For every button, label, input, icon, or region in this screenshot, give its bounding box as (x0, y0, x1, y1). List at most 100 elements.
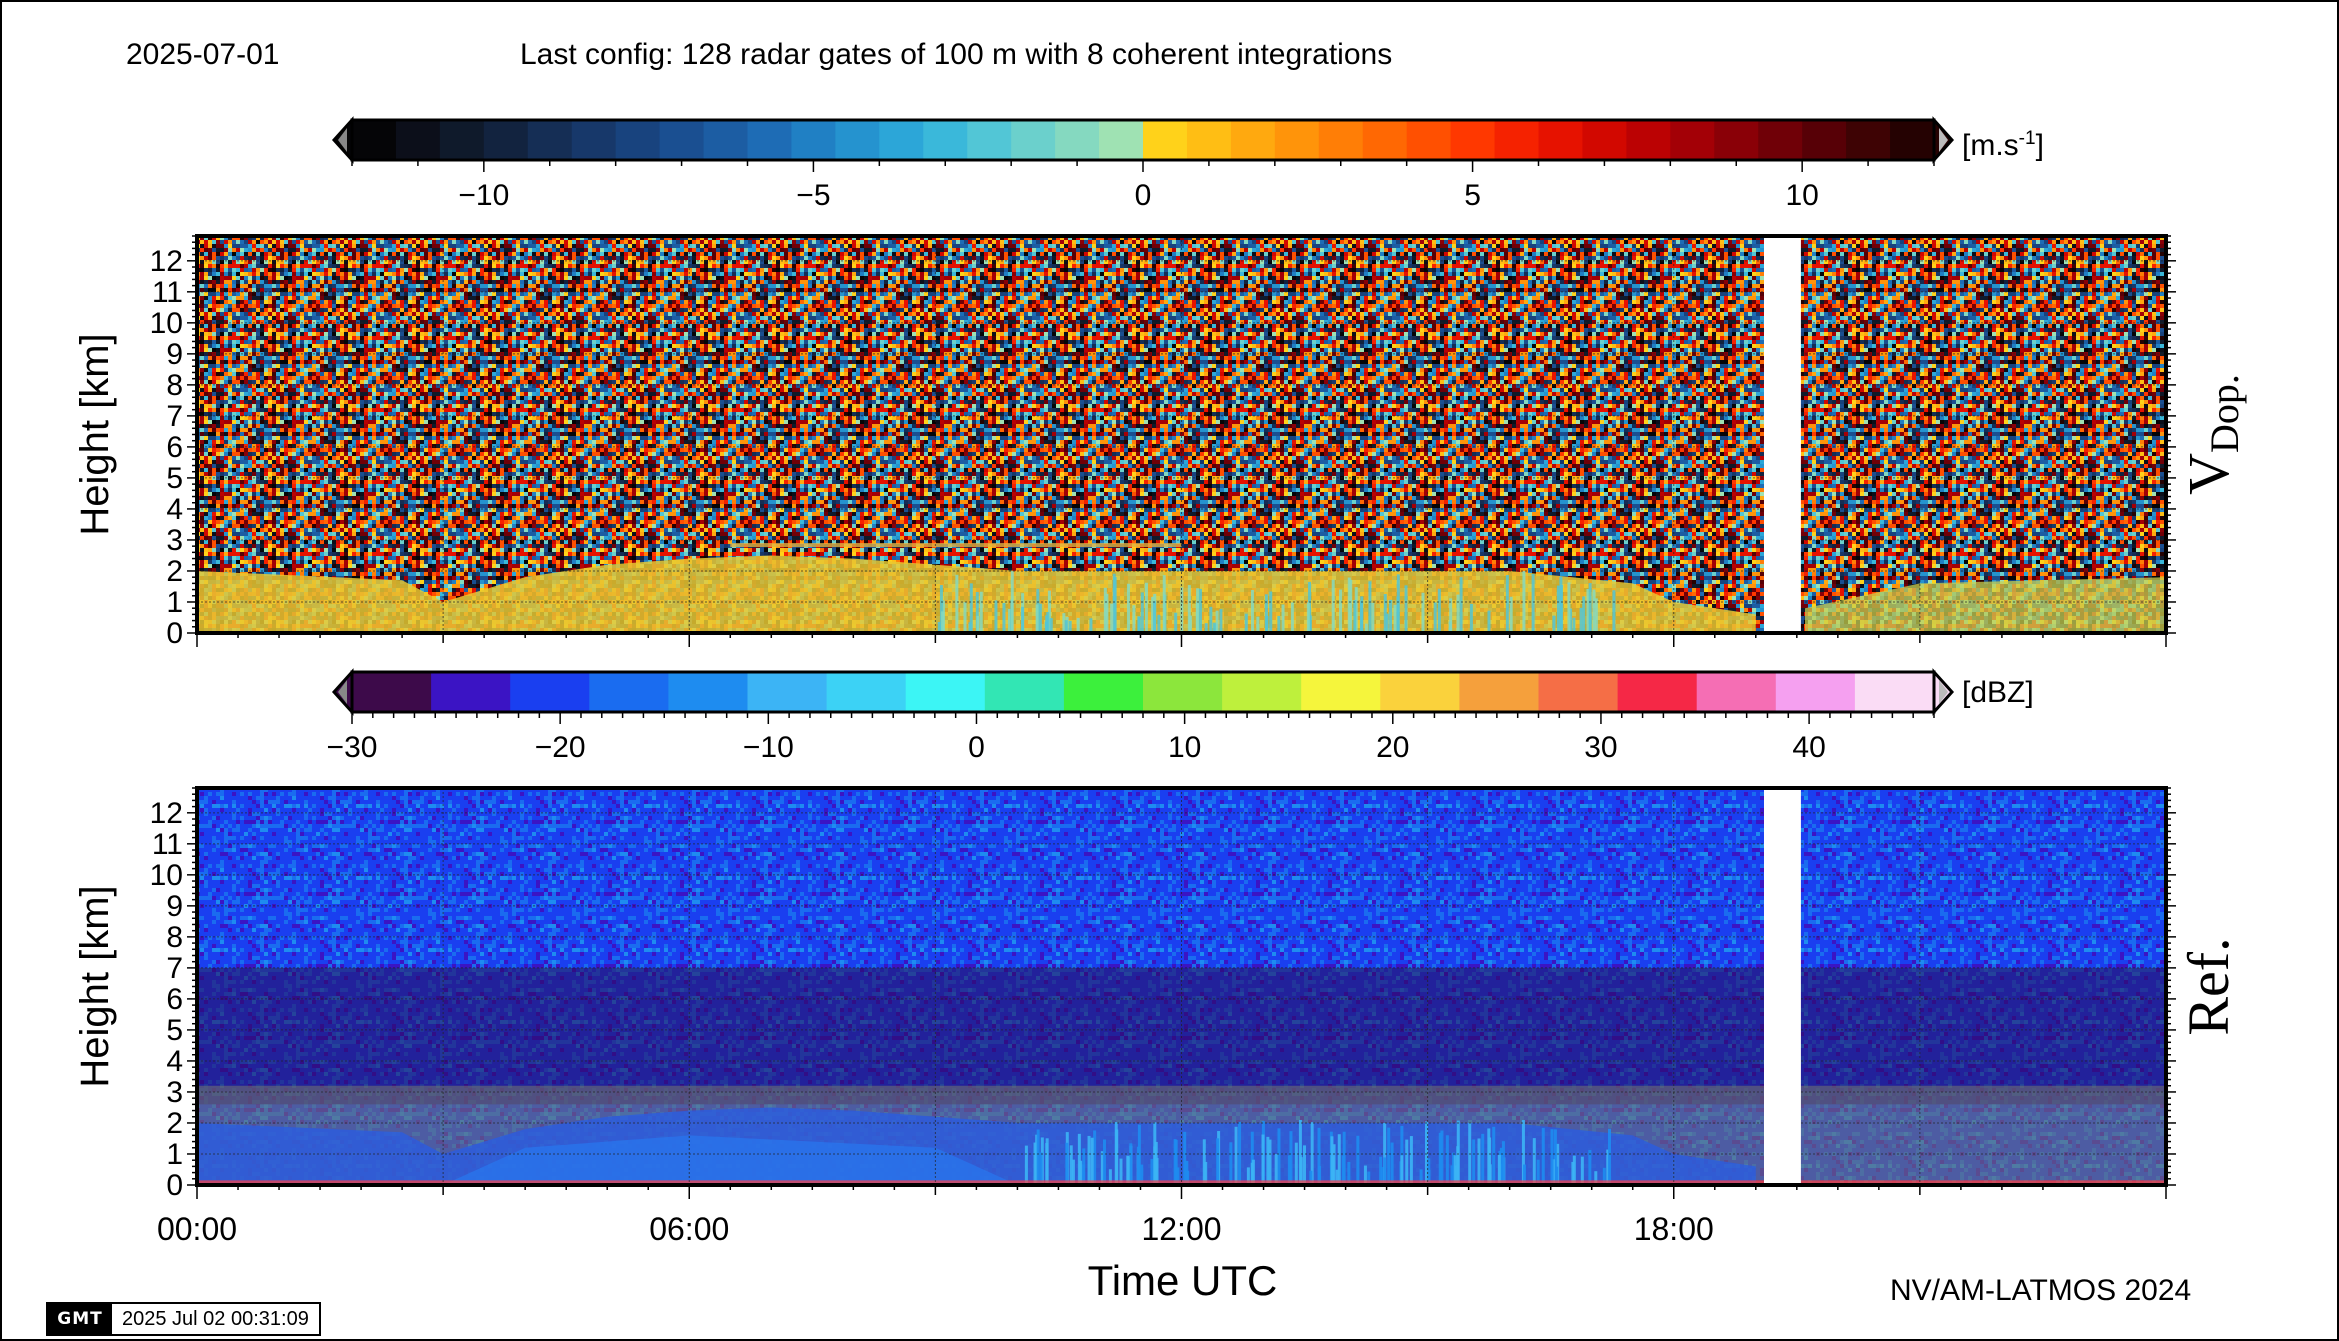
convective-plume (1047, 590, 1051, 633)
convective-plume (1389, 599, 1393, 633)
convective-plume (1204, 1161, 1208, 1185)
colorbar-segment (352, 672, 432, 712)
colorbar-segment (1011, 120, 1056, 160)
convective-plume (1033, 1142, 1037, 1185)
convective-plume (1612, 590, 1616, 633)
convective-plume (1497, 1154, 1501, 1185)
convective-plume (1256, 616, 1260, 633)
convective-plume (1347, 577, 1351, 633)
convective-plume (1396, 596, 1400, 633)
convective-plume (1306, 602, 1310, 633)
colorbar-segment (668, 672, 749, 712)
convective-plume (1608, 1128, 1612, 1185)
convective-plume (1176, 1167, 1180, 1185)
velocity-unit-label: [m.s-1] (1962, 128, 2044, 163)
convective-plume (1341, 1155, 1345, 1185)
colorbar-segment (1055, 120, 1100, 160)
colorbar-segment (431, 672, 511, 712)
heatmap-background (197, 236, 2166, 633)
convective-plume (1567, 582, 1571, 633)
x-tick-label: 18:00 (1634, 1211, 1714, 1247)
y-tick-label: 6 (166, 983, 183, 1016)
gmt-logo: GMT (48, 1304, 112, 1334)
convective-plume (1449, 598, 1453, 633)
convective-plume (1244, 613, 1248, 633)
colorbar-segment (395, 120, 441, 160)
convective-plume (1264, 594, 1268, 633)
colorbar-segment (1186, 120, 1232, 160)
convective-plume (1531, 573, 1535, 633)
convective-plume (1317, 1127, 1321, 1185)
convective-plume (1274, 1154, 1278, 1185)
convective-plume (1553, 1129, 1557, 1185)
convective-plume (1038, 603, 1042, 633)
convective-plume (1487, 1128, 1491, 1185)
colorbar-segment (1846, 120, 1891, 160)
convective-plume (1151, 596, 1155, 633)
low-echo (443, 1135, 1018, 1185)
convective-plume (1087, 1135, 1091, 1185)
convective-plume (1140, 592, 1144, 633)
colorbar-segment (1230, 120, 1276, 160)
convective-plume (1559, 576, 1563, 633)
velocity-colorbar: −10 −5 0 5 10 (331, 116, 1955, 212)
reflectivity-colorbar: −30 −20 −10 0 10 20 30 40 (327, 668, 1955, 764)
colorbar-segment (747, 672, 828, 712)
convective-plume (1281, 604, 1285, 633)
convective-plume (1371, 602, 1375, 633)
convective-plume (1383, 1123, 1387, 1185)
convective-plume (1140, 1164, 1144, 1185)
y-tick-label: 12 (150, 245, 183, 278)
convective-plume (1404, 585, 1408, 633)
convective-plume (1268, 1139, 1272, 1185)
convective-plume (1579, 607, 1583, 633)
convective-plume (1290, 602, 1294, 633)
convective-plume (1385, 613, 1389, 633)
convective-plume (1090, 1137, 1094, 1185)
velocity-unit-text: [m.s (1962, 129, 2019, 162)
convective-plume (1450, 1165, 1454, 1185)
convective-plume (1049, 618, 1053, 633)
convective-plume (1266, 1136, 1270, 1185)
colorbar-tick-label: −10 (458, 179, 509, 212)
convective-plume (1187, 585, 1191, 633)
data-gap (1763, 788, 1801, 1185)
convective-plume (1112, 573, 1116, 633)
convective-plume (1002, 602, 1006, 633)
convective-plume (1062, 613, 1066, 633)
convective-plume (1310, 1122, 1314, 1185)
convective-plume (1105, 593, 1109, 633)
y-tick-label: 10 (150, 859, 183, 892)
y-axis-label: Height [km] (73, 885, 117, 1087)
y-tick-label: 5 (166, 462, 183, 495)
convective-plume (1065, 1142, 1069, 1185)
convective-plume (1606, 1149, 1610, 1185)
colorbar-segment (791, 120, 836, 160)
data-gap (1763, 236, 1801, 633)
y-tick-label: 7 (166, 952, 183, 985)
y-tick-label: 11 (152, 276, 183, 309)
convective-plume (1309, 1170, 1313, 1185)
convective-plume (1229, 1142, 1233, 1185)
convective-plume (1076, 617, 1080, 633)
colorbar-segment (1758, 120, 1803, 160)
colorbar-segment (483, 120, 529, 160)
boundary-layer-echo-evening (1805, 577, 2166, 633)
timestamp-text: 2025 Jul 02 00:31:09 (122, 1307, 309, 1330)
colorbar-tick-label: 10 (1785, 179, 1818, 212)
convective-plume (1209, 606, 1213, 633)
convective-plume (1250, 590, 1254, 633)
colorbar-segment (571, 120, 617, 160)
convective-plume (1383, 1157, 1387, 1185)
colorbar-segment (747, 120, 793, 160)
colorbar-segment (1714, 120, 1759, 160)
colorbar-tick-label: 10 (1168, 731, 1201, 764)
y-tick-label: 7 (166, 400, 183, 433)
y-tick-label: 6 (166, 431, 183, 464)
convective-plume (955, 574, 959, 633)
colorbar-tick-label: 5 (1464, 179, 1481, 212)
colorbar-low-arrow-fill (338, 128, 347, 152)
colorbar-tick-label: −5 (796, 179, 830, 212)
y-tick-label: 0 (166, 1169, 183, 1202)
